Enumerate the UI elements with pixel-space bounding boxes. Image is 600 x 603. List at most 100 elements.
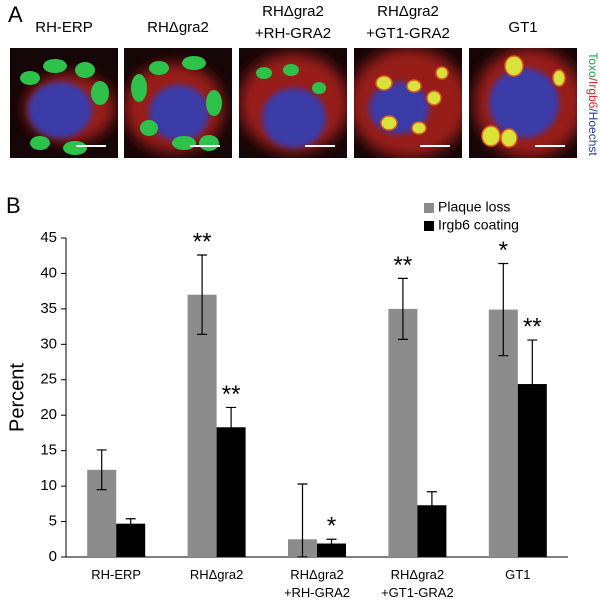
micrograph-title: RHΔgra2: [147, 19, 209, 36]
x-tick-line: RHΔgra2: [391, 567, 444, 582]
micrograph-content: [124, 48, 232, 158]
parasite: [63, 141, 87, 155]
nucleus: [262, 88, 326, 148]
micrograph-content: [354, 48, 462, 158]
error-bar: [125, 518, 136, 530]
parasite: [312, 82, 326, 94]
bar: [216, 427, 246, 557]
y-tick-label: 0: [49, 548, 57, 565]
significance-label: *: [327, 513, 336, 540]
legend-swatch: [424, 221, 434, 231]
error-bar: [297, 483, 308, 558]
x-tick-line: RH-ERP: [91, 567, 141, 582]
legend-swatch: [424, 203, 434, 213]
x-tick-line: RHΔgra2: [190, 567, 243, 582]
y-tick-label: 15: [40, 442, 57, 459]
significance-label: *: [499, 237, 508, 264]
y-axis-label: Percent: [6, 363, 28, 432]
error-bar: [397, 277, 408, 340]
micrograph: RHΔgra2 +GT1-GRA2: [354, 3, 462, 158]
parasite: [375, 75, 393, 91]
parasite: [140, 120, 158, 136]
y-tick-label: 25: [40, 371, 57, 388]
panel-label: B: [6, 193, 21, 218]
significance-label: **: [222, 381, 241, 408]
y-tick-label: 40: [40, 264, 57, 281]
title-line: +RH-GRA2: [255, 25, 331, 42]
micrograph-row: RH-ERP RHΔgra2 RHΔgra2 +RH-GRA2 RHΔgra2 +GT1-…: [10, 3, 600, 158]
parasite: [182, 56, 206, 70]
micrograph-title: GT1: [508, 19, 537, 36]
parasite: [172, 136, 196, 150]
x-tick-label: RHΔgra2: [190, 567, 243, 582]
stain-part: /Irgb6: [586, 78, 600, 109]
micrograph: GT1: [469, 19, 577, 158]
bar: [187, 294, 217, 557]
micrograph: RHΔgra2 +RH-GRA2: [239, 3, 347, 158]
title-line: GT1: [508, 19, 537, 36]
title-line: RHΔgra2: [262, 3, 324, 20]
error-bar: [197, 254, 208, 336]
parasite: [426, 90, 442, 106]
x-tick-line: +RH-GRA2: [284, 585, 350, 600]
parasite: [75, 62, 95, 78]
title-line: RHΔgra2: [377, 3, 439, 20]
micrograph: RH-ERP: [10, 19, 118, 158]
significance-label: **: [394, 252, 413, 279]
panel-label: A: [8, 2, 23, 27]
parasite: [500, 128, 518, 148]
micrograph-title: RHΔgra2 +GT1-GRA2: [366, 3, 450, 42]
stain-label: Toxo/Irgb6/Hoechst: [586, 52, 600, 156]
parasite: [149, 61, 169, 75]
y-tick-label: 10: [40, 477, 57, 494]
x-tick-line: RHΔgra2: [290, 567, 343, 582]
parasite: [406, 79, 422, 93]
legend-label: Plaque loss: [438, 199, 510, 215]
y-tick-label: 5: [49, 513, 57, 530]
nucleus: [489, 68, 559, 138]
significance-label: **: [193, 228, 212, 255]
y-tick-label: 35: [40, 300, 57, 317]
title-line: RH-ERP: [35, 19, 93, 36]
parasite: [206, 90, 222, 116]
y-tick-label: 20: [40, 406, 57, 423]
parasite: [380, 115, 398, 131]
nucleus: [149, 85, 209, 141]
parasite: [256, 67, 272, 79]
parasite: [30, 136, 50, 150]
stain-part: Toxo: [586, 52, 600, 78]
micrograph-title: RH-ERP: [35, 19, 93, 36]
parasite: [131, 74, 147, 102]
parasite: [43, 59, 67, 73]
micrograph-content: [469, 48, 577, 158]
micrograph-content: [239, 48, 347, 158]
parasite: [91, 81, 109, 105]
parasite: [504, 55, 524, 77]
x-tick-label: GT1: [505, 567, 530, 582]
x-tick-label: RH-ERP: [91, 567, 141, 582]
bar: [317, 543, 346, 557]
bar: [388, 308, 418, 557]
micrograph-content: [10, 48, 118, 158]
error-bar: [226, 406, 237, 448]
micrograph: RHΔgra2: [124, 19, 232, 158]
parasite: [435, 66, 449, 80]
parasite: [481, 125, 501, 147]
error-bar: [326, 538, 337, 549]
error-bar: [426, 491, 437, 520]
x-tick-line: +GT1-GRA2: [381, 585, 454, 600]
error-bar: [498, 262, 509, 357]
significance-label: **: [523, 313, 542, 340]
x-tick-label: RHΔgra2 +GT1-GRA2: [381, 567, 454, 600]
nucleus: [28, 82, 92, 138]
title-line: RHΔgra2: [147, 19, 209, 36]
micrograph-title: RHΔgra2 +RH-GRA2: [255, 3, 331, 42]
error-bar: [527, 339, 538, 429]
title-line: +GT1-GRA2: [366, 25, 450, 42]
parasite: [20, 71, 40, 85]
parasite: [552, 69, 566, 87]
y-tick-label: 30: [40, 335, 57, 352]
parasite: [411, 121, 427, 135]
error-bar: [96, 449, 107, 491]
